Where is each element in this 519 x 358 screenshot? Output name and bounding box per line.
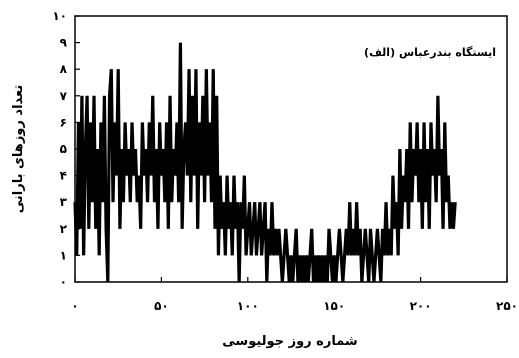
- x-tick-label: ۲۵۰: [496, 299, 518, 313]
- y-tick-label: ۷: [60, 89, 68, 103]
- x-axis: ۰ ۵۰ ۱۰۰ ۱۵۰ ۲۰۰ ۲۵۰: [71, 277, 518, 313]
- y-tick-label: ۰: [60, 275, 67, 289]
- x-axis-title: شماره روز جولیوسی: [222, 334, 357, 349]
- y-tick-label: ۱: [60, 248, 67, 262]
- x-tick-label: ۰: [71, 299, 78, 313]
- y-tick-label: ۳: [60, 195, 68, 209]
- y-axis: ۰ ۱ ۲ ۳ ۴ ۵ ۶ ۷ ۸ ۹ ۱۰: [52, 9, 80, 289]
- x-tick-label: ۲۰۰: [410, 299, 432, 313]
- series-line: [73, 42, 457, 283]
- y-axis-title: تعداد روزهای بارانی: [11, 85, 26, 214]
- y-tick-label: ۹: [60, 36, 68, 50]
- x-tick-label: ۵۰: [154, 299, 169, 313]
- y-tick-label: ۵: [60, 142, 67, 156]
- y-tick-label: ۶: [60, 115, 67, 129]
- y-tick-label: ۱۰: [52, 9, 67, 23]
- y-tick-label: ۴: [60, 169, 67, 183]
- chart-annotation: (الف) ایستگاه بندرعباس: [364, 46, 496, 59]
- x-tick-label: ۱۰۰: [237, 299, 259, 313]
- y-tick-label: ۸: [60, 62, 68, 76]
- x-tick-label: ۱۵۰: [323, 299, 345, 313]
- y-tick-label: ۲: [60, 222, 68, 236]
